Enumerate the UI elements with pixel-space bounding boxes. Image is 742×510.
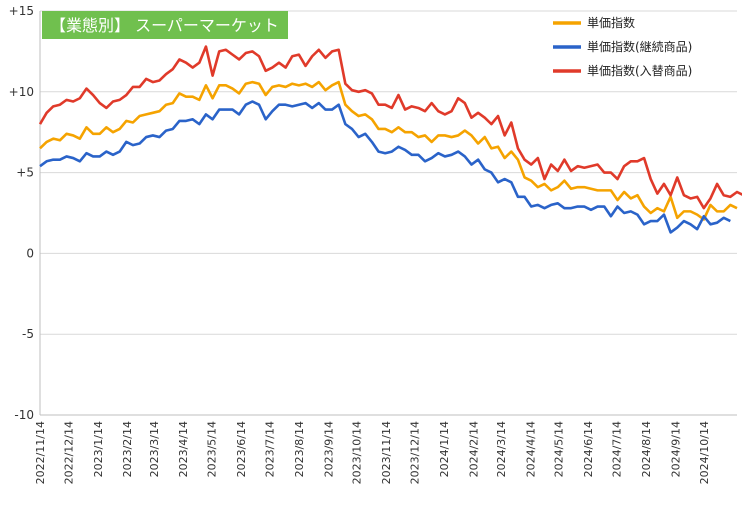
- series-line-2: [39, 100, 731, 234]
- grid-lines: [39, 10, 737, 416]
- legend-label: 単価指数: [587, 15, 635, 30]
- x-tick-label: 2024/7/14: [611, 421, 624, 477]
- x-tick-label: 2022/11/14: [34, 421, 47, 484]
- x-tick-label: 2024/1/14: [438, 421, 451, 477]
- x-tick-label: 2023/12/14: [409, 421, 422, 484]
- y-tick-label: +10: [9, 85, 34, 99]
- x-tick-label: 2024/3/14: [495, 421, 508, 477]
- y-tick-label: 0: [26, 246, 34, 260]
- x-tick-label: 2023/11/14: [380, 421, 393, 484]
- x-tick-label: 2024/10/14: [698, 421, 711, 484]
- x-tick-label: 2023/2/14: [121, 421, 134, 477]
- y-tick-label: -5: [22, 327, 34, 341]
- segment-badge-label: 【業態別】 スーパーマーケット: [50, 16, 279, 35]
- x-tick-label: 2024/6/14: [582, 421, 595, 477]
- x-tick-label: 2023/8/14: [293, 421, 306, 477]
- x-tick-label: 2024/9/14: [669, 421, 682, 477]
- series-line-3: [38, 45, 742, 210]
- x-tick-label: 2023/6/14: [235, 421, 248, 477]
- legend-label: 単価指数(継続商品): [587, 39, 692, 54]
- series-line-1: [39, 80, 738, 221]
- x-tick-label: 2022/12/14: [62, 421, 75, 484]
- x-tick-label: 2023/7/14: [263, 421, 276, 477]
- x-tick-label: 2024/2/14: [467, 421, 480, 477]
- series-lines: [38, 45, 742, 234]
- y-tick-label: +15: [9, 4, 34, 18]
- y-axis-tick-labels: +15 +10 +5 0 -5 -10: [9, 4, 34, 422]
- x-tick-label: 2024/5/14: [553, 421, 566, 477]
- x-tick-label: 2024/8/14: [640, 421, 653, 477]
- segment-badge: [42, 11, 288, 39]
- y-tick-label: +5: [16, 166, 34, 180]
- x-tick-label: 2023/10/14: [351, 421, 364, 484]
- x-tick-label: 2024/4/14: [524, 421, 537, 477]
- x-tick-label: 2023/9/14: [322, 421, 335, 477]
- x-tick-label: 2023/5/14: [206, 421, 219, 477]
- x-tick-label: 2023/4/14: [177, 421, 190, 477]
- legend-label: 単価指数(入替商品): [587, 63, 692, 78]
- x-axis-tick-labels: 2022/11/14 2022/12/14 2023/1/14 2023/2/14 20…: [34, 421, 711, 484]
- y-tick-label: -10: [14, 408, 34, 422]
- x-tick-label: 2023/3/14: [148, 421, 161, 477]
- x-tick-label: 2023/1/14: [92, 421, 105, 477]
